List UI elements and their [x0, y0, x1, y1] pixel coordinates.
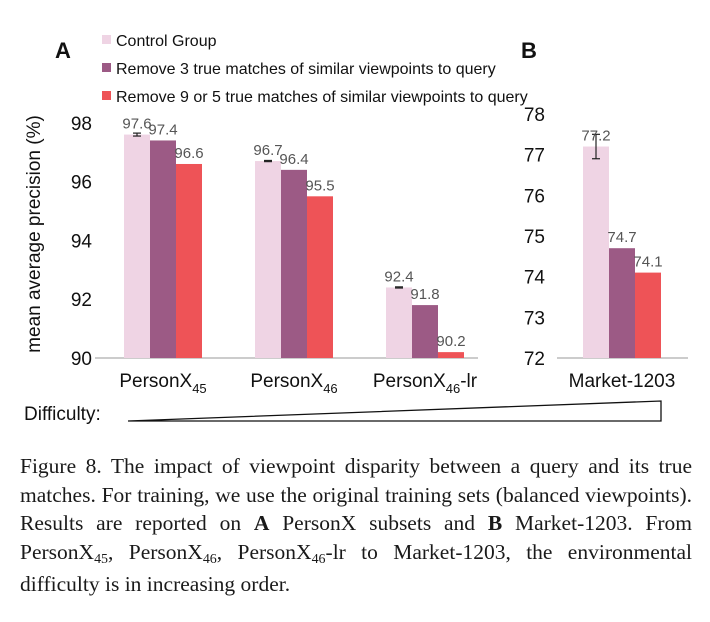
caption-sub-45: 45 — [94, 551, 109, 567]
y-axis-title: mean average precision (%) — [24, 115, 45, 353]
panel-a-bar-remove3 — [412, 305, 438, 358]
panel-b-category-label: Market-1203 — [569, 371, 676, 392]
panel-b-ytick-label: 72 — [524, 349, 545, 370]
panel-a-bar-remove9 — [176, 163, 202, 358]
legend-label-remove9: Remove 9 or 5 true matches of similar vi… — [116, 89, 528, 106]
panel-a-ytick-label: 96 — [71, 173, 92, 194]
panel-a-bar-remove3 — [281, 169, 307, 358]
caption-text-2: PersonX subsets and — [269, 511, 488, 536]
caption-text-4: , PersonX — [108, 539, 203, 564]
caption-fig-label: Figure 8. — [20, 454, 102, 478]
panel-b-bar-remove9 — [635, 272, 661, 358]
panel-a-value-label: 95.5 — [305, 177, 334, 194]
panel-b-ytick-label: 73 — [524, 308, 545, 329]
panel-a-value-label: 97.6 — [122, 116, 151, 133]
panel-a-plot: 90 92 94 96 98 97.697.4 96.6 PersonX45 96.796.4 9… — [71, 114, 478, 396]
panel-b-ytick-label: 74 — [524, 268, 546, 289]
panel-a-bar-control — [255, 161, 281, 358]
panel-a-category-label: PersonX45 — [119, 371, 206, 396]
panel-a-bar-remove9 — [438, 352, 464, 358]
legend: Control Group Remove 3 true matches of s… — [102, 33, 528, 106]
panel-b-ytick-label: 75 — [524, 227, 545, 248]
panel-a-ytick-label: 92 — [71, 290, 92, 311]
panel-a-category-label: PersonX46-lr — [373, 371, 478, 396]
difficulty-wedge — [127, 400, 662, 422]
caption-text-6: -lr to Market-1203, the environmental di… — [20, 539, 692, 597]
caption-sub-46-a: 46 — [202, 551, 217, 567]
panel-b-ytick-label: 77 — [524, 146, 545, 167]
panel-a-value-label: 92.4 — [384, 268, 413, 285]
panel-a-value-label: 96.6 — [174, 145, 203, 162]
caption-text-3: Market-1203. From PersonX — [20, 511, 692, 564]
caption-text-1: The impact of viewpoint disparity betwee… — [20, 454, 692, 536]
panel-b-value-label: 77.2 — [581, 128, 610, 145]
panel-label-a: A — [55, 38, 71, 63]
panel-b-plot: 72 73 74 75 76 77 78 77.2 74.7 74.1 Market-1203 — [524, 105, 675, 392]
legend-swatch-remove3 — [102, 63, 111, 72]
panel-a-value-label: 97.4 — [148, 121, 177, 138]
panel-a-bar-remove9 — [307, 196, 333, 358]
panel-a-value-label: 96.4 — [279, 151, 308, 168]
panel-a-category-label: PersonX46 — [250, 371, 337, 396]
panel-a-value-label: 90.2 — [436, 333, 465, 350]
legend-label-control: Control Group — [116, 33, 217, 50]
legend-swatch-control — [102, 35, 111, 44]
panel-a-bar-remove3 — [150, 140, 176, 358]
panel-a-bar-control — [386, 287, 412, 358]
caption-sub-46-b: 46 — [311, 551, 326, 567]
legend-swatch-remove9 — [102, 91, 111, 100]
panel-a-value-label: 96.7 — [253, 142, 282, 159]
caption-bold-a: A — [253, 511, 270, 536]
caption-text-5: , PersonX — [216, 539, 312, 564]
panel-b-value-label: 74.7 — [607, 229, 636, 246]
panel-b-bar-control — [583, 146, 609, 358]
figure-caption: Figure 8. The impact of viewpoint dispar… — [20, 452, 692, 599]
panel-b-ytick-label: 78 — [524, 105, 545, 126]
panel-a-ytick-label: 98 — [71, 114, 92, 135]
panel-b-ytick-label: 76 — [524, 186, 545, 207]
panel-a-bar-control — [124, 134, 150, 358]
caption-bold-b: B — [487, 511, 503, 536]
legend-label-remove3: Remove 3 true matches of similar viewpoi… — [116, 61, 496, 78]
panel-b-bar-remove3 — [609, 248, 635, 358]
difficulty-label: Difficulty: — [24, 404, 101, 425]
figure-8-chart: A B Control Group Remove 3 true matches … — [24, 33, 688, 425]
panel-a-ytick-label: 94 — [71, 231, 93, 252]
panel-a-ytick-label: 90 — [71, 349, 92, 370]
panel-a-value-label: 91.8 — [410, 286, 439, 303]
panel-label-b: B — [521, 38, 537, 63]
panel-b-value-label: 74.1 — [633, 254, 662, 271]
